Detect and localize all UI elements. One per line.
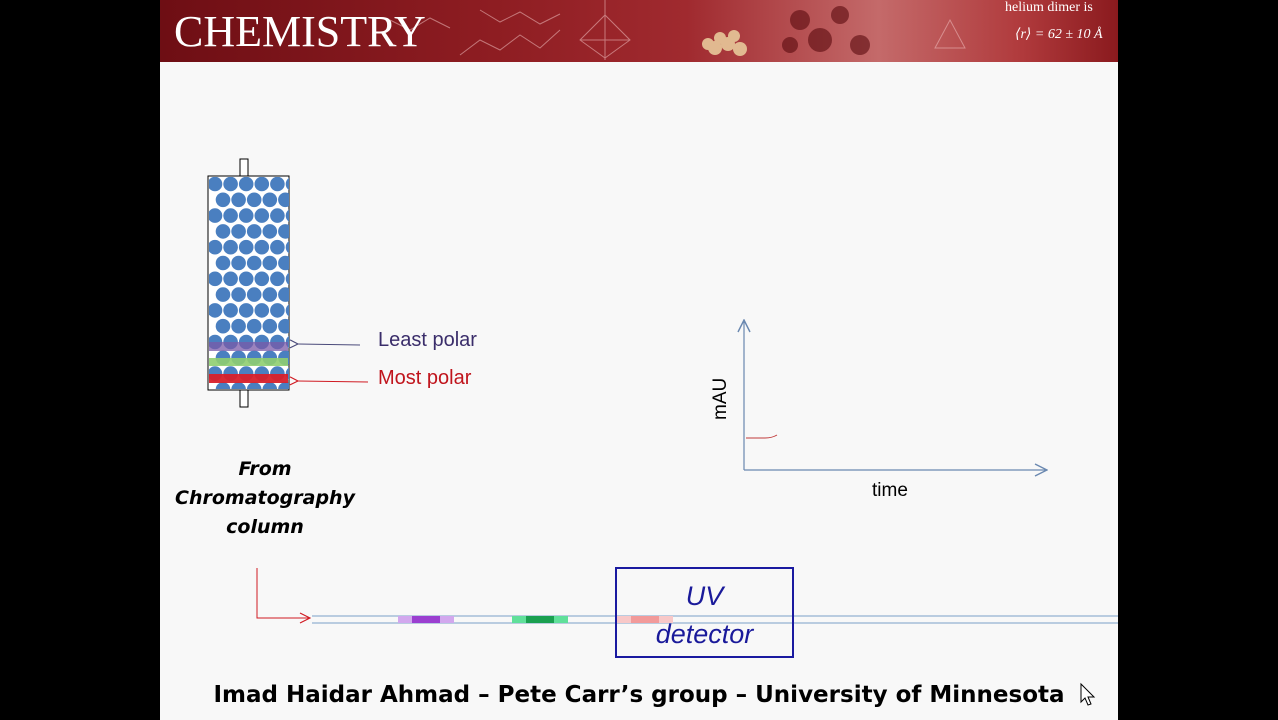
packing-particle: [294, 224, 309, 239]
packing-particle: [215, 318, 231, 334]
uv-detector-line-2: detector: [655, 619, 754, 649]
packing-particle: [294, 256, 309, 271]
green-band: [526, 616, 554, 623]
packing-particle: [238, 271, 254, 287]
packing-particle: [278, 224, 289, 239]
slide: CHEMISTRY helium dimer is ⟨r⟩ = 62 ± 10 …: [160, 0, 1118, 720]
packing-particle: [231, 287, 246, 302]
packing-particle: [254, 177, 270, 192]
column-inlet-fitting: [239, 158, 249, 177]
signal-trace: [746, 434, 778, 439]
packing-particle: [270, 177, 285, 192]
column-outlet-fitting: [239, 389, 249, 408]
most-polar-label: Most polar: [378, 367, 472, 389]
packing-particle: [223, 177, 238, 192]
x-axis-label: time: [872, 480, 908, 501]
banner-note-top: helium dimer is: [1005, 0, 1093, 15]
purple-band: [412, 616, 440, 623]
packing-particle: [294, 287, 309, 302]
packing-particle: [278, 382, 289, 389]
column-caption: From Chromatography column: [160, 455, 370, 542]
packing-particle: [285, 304, 289, 317]
packing-particle: [270, 303, 285, 318]
packing-particle: [285, 272, 289, 285]
least-polar-band: [209, 342, 288, 351]
packing-particle: [262, 192, 278, 208]
packing-particle: [254, 208, 270, 223]
most-polar-arrow: [298, 381, 369, 382]
banner-title: CHEMISTRY: [174, 7, 426, 56]
packing-particle: [278, 287, 289, 302]
packing-particle: [209, 208, 223, 223]
packing-particle: [285, 241, 289, 254]
column-outflow-line: [256, 568, 310, 618]
packing-particle: [246, 255, 262, 271]
packing-particle: [278, 255, 289, 271]
packing-particle: [254, 271, 270, 287]
packing-particle: [238, 239, 254, 255]
uv-detector-line-1: UV: [685, 581, 724, 611]
packing-particle: [215, 224, 231, 239]
packing-particle: [262, 224, 278, 239]
packing-particle: [262, 255, 278, 271]
least-polar-arrow: [298, 344, 361, 345]
banner-decoration: [389, 0, 966, 60]
packing-particle: [294, 382, 309, 397]
footer-credit: Imad Haidar Ahmad – Pete Carr’s group – …: [213, 682, 1065, 708]
packing-particle: [278, 192, 289, 208]
uv-detector: UV detector: [615, 567, 794, 658]
packing-particle: [262, 382, 278, 389]
packing-particle: [285, 177, 289, 191]
packing-particle: [246, 287, 262, 302]
packing-particle: [215, 192, 231, 208]
packing-particle: [270, 271, 285, 287]
packing-particle: [223, 208, 238, 223]
y-axis-label: mAU: [710, 377, 731, 420]
packing-particle: [238, 208, 254, 223]
packing-particle: [238, 177, 254, 192]
packing-particle: [262, 318, 278, 334]
packing-particle: [254, 303, 270, 318]
packing-particle: [223, 303, 238, 318]
packing-particle: [246, 318, 262, 334]
packing-particle: [215, 287, 231, 302]
packing-particle: [209, 271, 223, 287]
banner-note-formula: ⟨r⟩ = 62 ± 10 Å: [1015, 27, 1103, 42]
packing-particle: [231, 318, 246, 334]
packing-particle: [285, 209, 289, 222]
column-caption-line-1: From: [238, 458, 292, 480]
packing-particle: [254, 239, 270, 255]
packing-particle: [231, 224, 246, 239]
packing-particle: [294, 351, 309, 366]
packing-particle: [246, 382, 262, 389]
mouse-cursor-icon: [1080, 682, 1096, 706]
least-polar-label: Least polar: [378, 329, 477, 351]
packing-particle: [231, 192, 246, 208]
packing-particle: [215, 382, 231, 389]
packing-particle: [262, 287, 278, 302]
packing-particle: [209, 239, 223, 255]
red-band: [631, 616, 659, 623]
packing-particle: [270, 239, 285, 255]
packing-particle: [209, 303, 223, 318]
packing-particle: [231, 382, 246, 389]
packing-particle: [223, 271, 238, 287]
most-polar-band: [209, 374, 288, 383]
packing-particle: [238, 303, 254, 318]
chemistry-banner: CHEMISTRY helium dimer is ⟨r⟩ = 62 ± 10 …: [160, 0, 1118, 62]
column-caption-line-2: Chromatography: [175, 487, 355, 509]
packing-particle: [294, 193, 309, 208]
packing-particle: [294, 319, 309, 334]
column-caption-line-3: column: [226, 516, 304, 538]
diagram-canvas: [207, 158, 1118, 706]
packing-particle: [215, 255, 231, 271]
packing-particle: [246, 224, 262, 239]
packing-particle: [209, 177, 223, 192]
packing-particle: [270, 208, 285, 223]
packing-particle: [246, 192, 262, 208]
middle-band: [209, 358, 288, 366]
packing-particle: [223, 239, 238, 255]
packing-particle: [231, 255, 246, 271]
packing-particle: [278, 318, 289, 334]
